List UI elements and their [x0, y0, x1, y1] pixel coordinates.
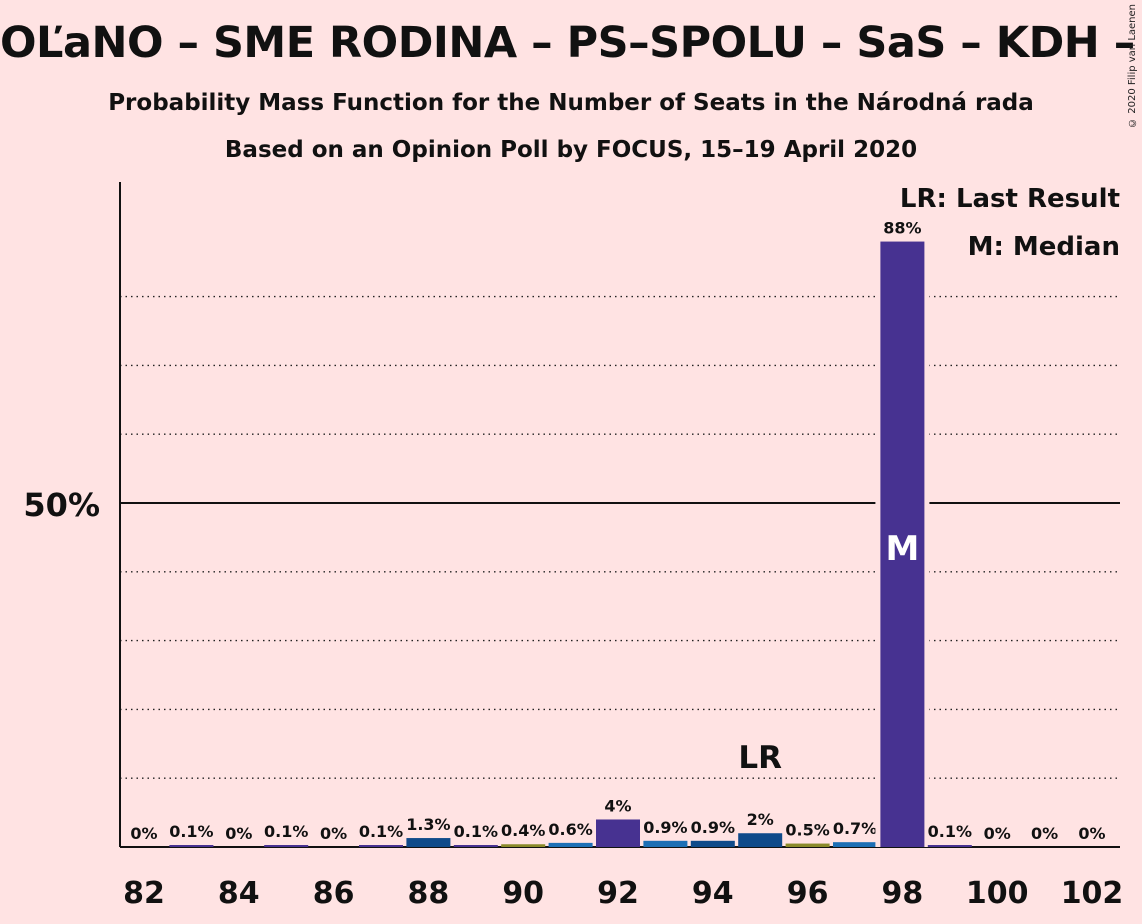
bar-seat-99 [927, 845, 972, 847]
bar-label-seat-92: 4% [604, 796, 631, 815]
median-marker: M [885, 529, 919, 569]
x-tick-label-98: 98 [882, 876, 924, 911]
bar-label-seat-89: 0.1% [454, 822, 498, 841]
bar-seat-90 [501, 844, 546, 847]
bar-label-seat-85: 0.1% [264, 822, 308, 841]
bar-seat-85 [264, 845, 309, 847]
bar-label-seat-90: 0.4% [501, 821, 545, 840]
bar-seat-83 [169, 845, 214, 847]
bar-label-seat-94: 0.9% [691, 818, 735, 837]
x-tick-label-100: 100 [966, 876, 1029, 911]
bar-seat-96 [785, 843, 830, 847]
bar-seat-88 [406, 838, 451, 847]
bar-label-seat-86: 0% [320, 824, 347, 843]
chart-title: OĽaNO – SME RODINA – PS–SPOLU – SaS – KD… [0, 18, 1142, 68]
bar-label-seat-99: 0.1% [928, 822, 972, 841]
chart-subtitle-1: Probability Mass Function for the Number… [108, 90, 1034, 116]
last-result-marker: LR [738, 740, 782, 776]
bar-seat-95 [738, 833, 783, 847]
bar-label-seat-100: 0% [984, 824, 1011, 843]
bar-seat-91 [548, 842, 593, 847]
bar-label-seat-88: 1.3% [406, 815, 450, 834]
bar-label-seat-102: 0% [1078, 824, 1105, 843]
y-tick-label: 50% [23, 486, 100, 524]
x-tick-label-96: 96 [787, 876, 829, 911]
chart-subtitle-2: Based on an Opinion Poll by FOCUS, 15–19… [224, 137, 918, 163]
bar-label-seat-98: 88% [883, 219, 921, 238]
bar-seat-98 [880, 241, 925, 847]
bar-seat-97 [833, 842, 877, 847]
bar-seat-87 [359, 845, 403, 847]
x-tick-label-92: 92 [597, 876, 639, 911]
legend-last-result: LR: Last Result [899, 184, 1120, 214]
x-tick-label-94: 94 [692, 876, 734, 911]
legend-median: M: Median [967, 232, 1120, 262]
bar-label-seat-96: 0.5% [785, 821, 829, 840]
x-tick-label-84: 84 [218, 876, 260, 911]
bar-label-seat-101: 0% [1031, 824, 1058, 843]
bar-seat-89 [453, 845, 498, 847]
x-tick-label-82: 82 [123, 876, 165, 911]
bar-seat-92 [596, 819, 640, 847]
x-tick-label-90: 90 [502, 876, 544, 911]
bar-label-seat-95: 2% [747, 810, 774, 829]
bar-seat-93 [643, 840, 688, 847]
x-tick-label-88: 88 [408, 876, 450, 911]
bar-label-seat-83: 0.1% [169, 822, 213, 841]
bar-label-seat-97: 0.7% [833, 819, 877, 838]
bar-seat-94 [690, 840, 735, 847]
x-tick-label-102: 102 [1061, 876, 1124, 911]
bar-label-seat-93: 0.9% [643, 818, 687, 837]
bar-label-seat-82: 0% [130, 824, 157, 843]
bar-label-seat-84: 0% [225, 824, 252, 843]
bar-label-seat-87: 0.1% [359, 822, 403, 841]
bar-label-seat-91: 0.6% [548, 820, 592, 839]
x-tick-label-86: 86 [313, 876, 355, 911]
